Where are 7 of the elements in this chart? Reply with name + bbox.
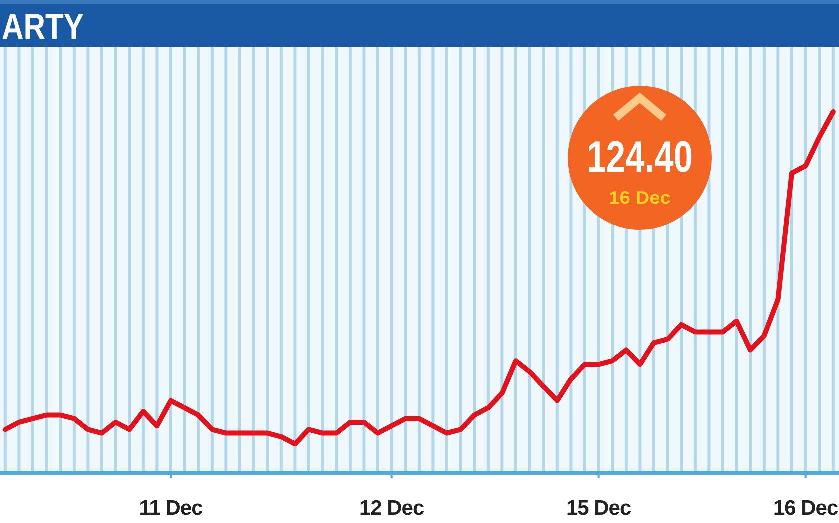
x-tick-label: 16 Dec (773, 497, 839, 520)
annotation: 124.40 (587, 133, 722, 182)
annotation: 16 Dec (609, 188, 671, 208)
x-tick-label: 15 Dec (566, 497, 632, 520)
chart-title: ARTY (2, 6, 100, 47)
x-tick-label: 12 Dec (359, 497, 425, 520)
x-tick-label: 11 Dec (139, 497, 204, 520)
